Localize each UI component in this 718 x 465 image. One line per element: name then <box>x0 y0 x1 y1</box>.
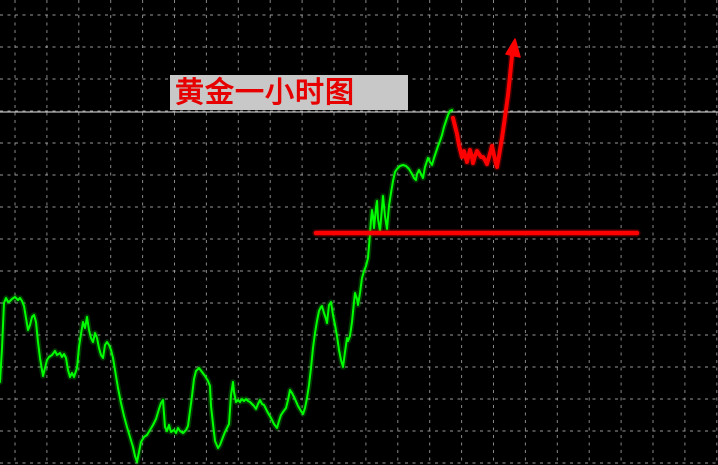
forecast-arrow-line[interactable] <box>451 45 515 169</box>
price-line-glow <box>0 107 455 465</box>
forecast-arrowhead-icon[interactable] <box>505 38 521 58</box>
chart-title-text: 黄金一小时图 <box>175 75 356 109</box>
price-line <box>0 109 453 463</box>
chart-title-label[interactable]: 黄金一小时图 <box>170 75 408 110</box>
